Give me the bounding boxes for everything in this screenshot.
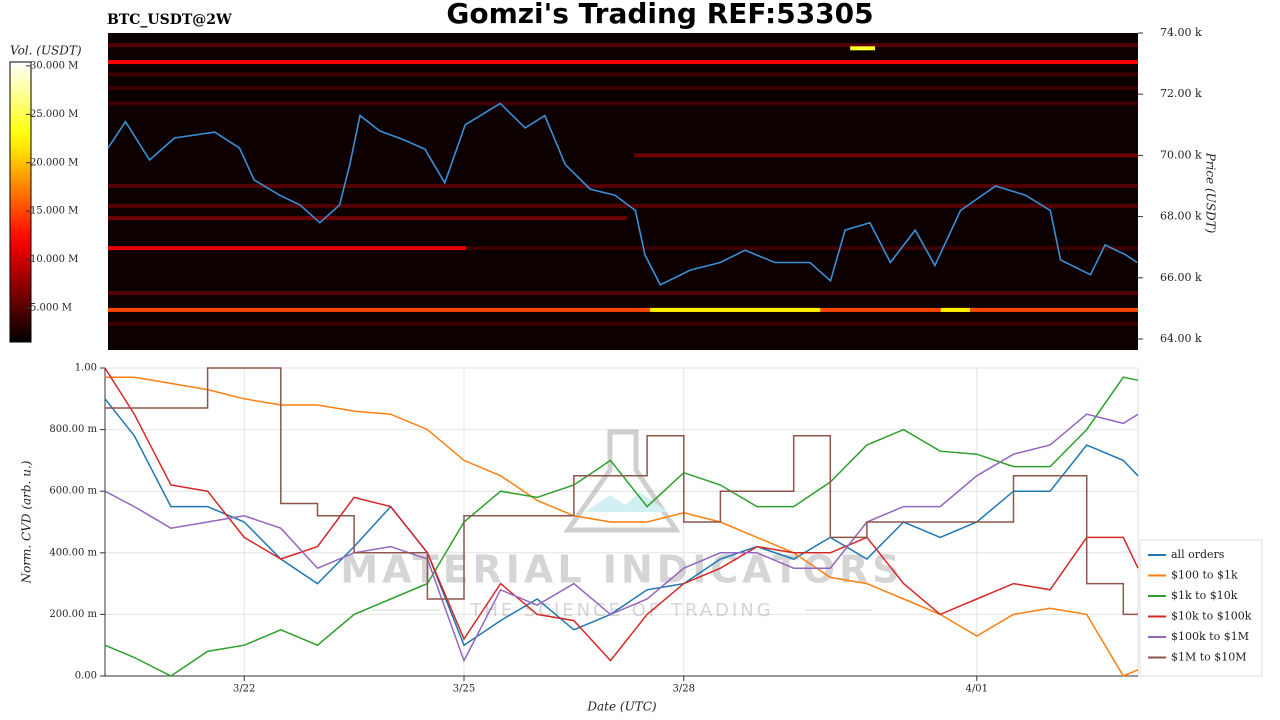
series-line <box>104 413 1139 663</box>
colorbar-tick-label: 5.000 M <box>30 303 72 314</box>
liquidity-band <box>108 321 1138 326</box>
x-tick-label: 3/25 <box>453 684 475 695</box>
series-line <box>105 376 1139 677</box>
x-tick-label: 4/01 <box>966 684 988 695</box>
series-line <box>104 367 1139 662</box>
liquidity-band <box>108 72 1138 77</box>
liquidity-band <box>108 203 1138 208</box>
price-line <box>107 102 1138 286</box>
y-tick-label: 74.00 k <box>1160 26 1202 39</box>
liquidity-band <box>633 153 1138 158</box>
liquidity-band <box>108 43 1138 48</box>
series-line <box>105 367 1138 616</box>
series-line <box>104 376 1139 677</box>
liquidity-band <box>108 216 627 221</box>
liquidity-band <box>850 46 876 51</box>
y-tick-label: 64.00 k <box>1160 332 1202 345</box>
liquidity-band <box>108 60 1138 65</box>
y-axis-label: Norm. CVD (arb. u.) <box>20 460 34 584</box>
y-tick-label: 200.00 m <box>49 609 97 620</box>
colorbar-label: Vol. (USDT) <box>10 44 82 58</box>
legend-label: $1k to $10k <box>1171 589 1238 602</box>
page-title: Gomzi's Trading REF:53305 <box>446 0 873 30</box>
y-tick-label: 66.00 k <box>1160 271 1202 284</box>
legend-box <box>1139 539 1263 677</box>
liquidity-band <box>650 307 821 312</box>
legend-label: all orders <box>1171 548 1225 561</box>
legend-label: $100 to $1k <box>1171 569 1238 582</box>
colorbar-tick-label: 20.000 M <box>30 157 78 168</box>
liquidity-band <box>108 291 1138 296</box>
legend-label: $10k to $100k <box>1171 610 1252 623</box>
y-tick-label: 70.00 k <box>1160 148 1202 161</box>
liquidity-band <box>108 101 1138 106</box>
y-tick-label: 1.00 <box>75 363 97 374</box>
colorbar <box>9 61 32 343</box>
x-axis-label: Date (UTC) <box>586 700 656 714</box>
x-tick-label: 3/28 <box>673 684 695 695</box>
liquidity-band <box>940 307 970 312</box>
y-tick-label: 600.00 m <box>49 486 97 497</box>
colorbar-tick-label: 30.000 M <box>30 60 78 71</box>
y-tick-label: 72.00 k <box>1160 87 1202 100</box>
liquidity-band <box>108 246 466 251</box>
colorbar-tick-label: 25.000 M <box>30 109 78 120</box>
watermark-flask <box>563 429 681 533</box>
liquidity-band <box>108 183 1138 188</box>
series-line <box>104 398 1139 647</box>
symbol-label: BTC_USDT@2W <box>107 12 232 28</box>
y-tick-label: 400.00 m <box>49 547 97 558</box>
liquidity-band <box>108 86 1138 91</box>
liquidity-band <box>465 246 1139 251</box>
legend-label: $100k to $1M <box>1171 630 1249 643</box>
liquidity-band <box>108 307 1138 312</box>
legend-label: $1M to $10M <box>1171 651 1247 664</box>
y-tick-label: 800.00 m <box>49 424 97 435</box>
colorbar-tick-label: 10.000 M <box>30 254 78 265</box>
y-axis-label: Price (USDT) <box>1204 152 1218 234</box>
x-tick-label: 3/22 <box>233 684 255 695</box>
heatmap-background <box>108 33 1138 350</box>
y-tick-label: 0.00 <box>75 671 97 682</box>
colorbar-tick-label: 15.000 M <box>30 206 78 217</box>
y-tick-label: 68.00 k <box>1160 210 1202 223</box>
